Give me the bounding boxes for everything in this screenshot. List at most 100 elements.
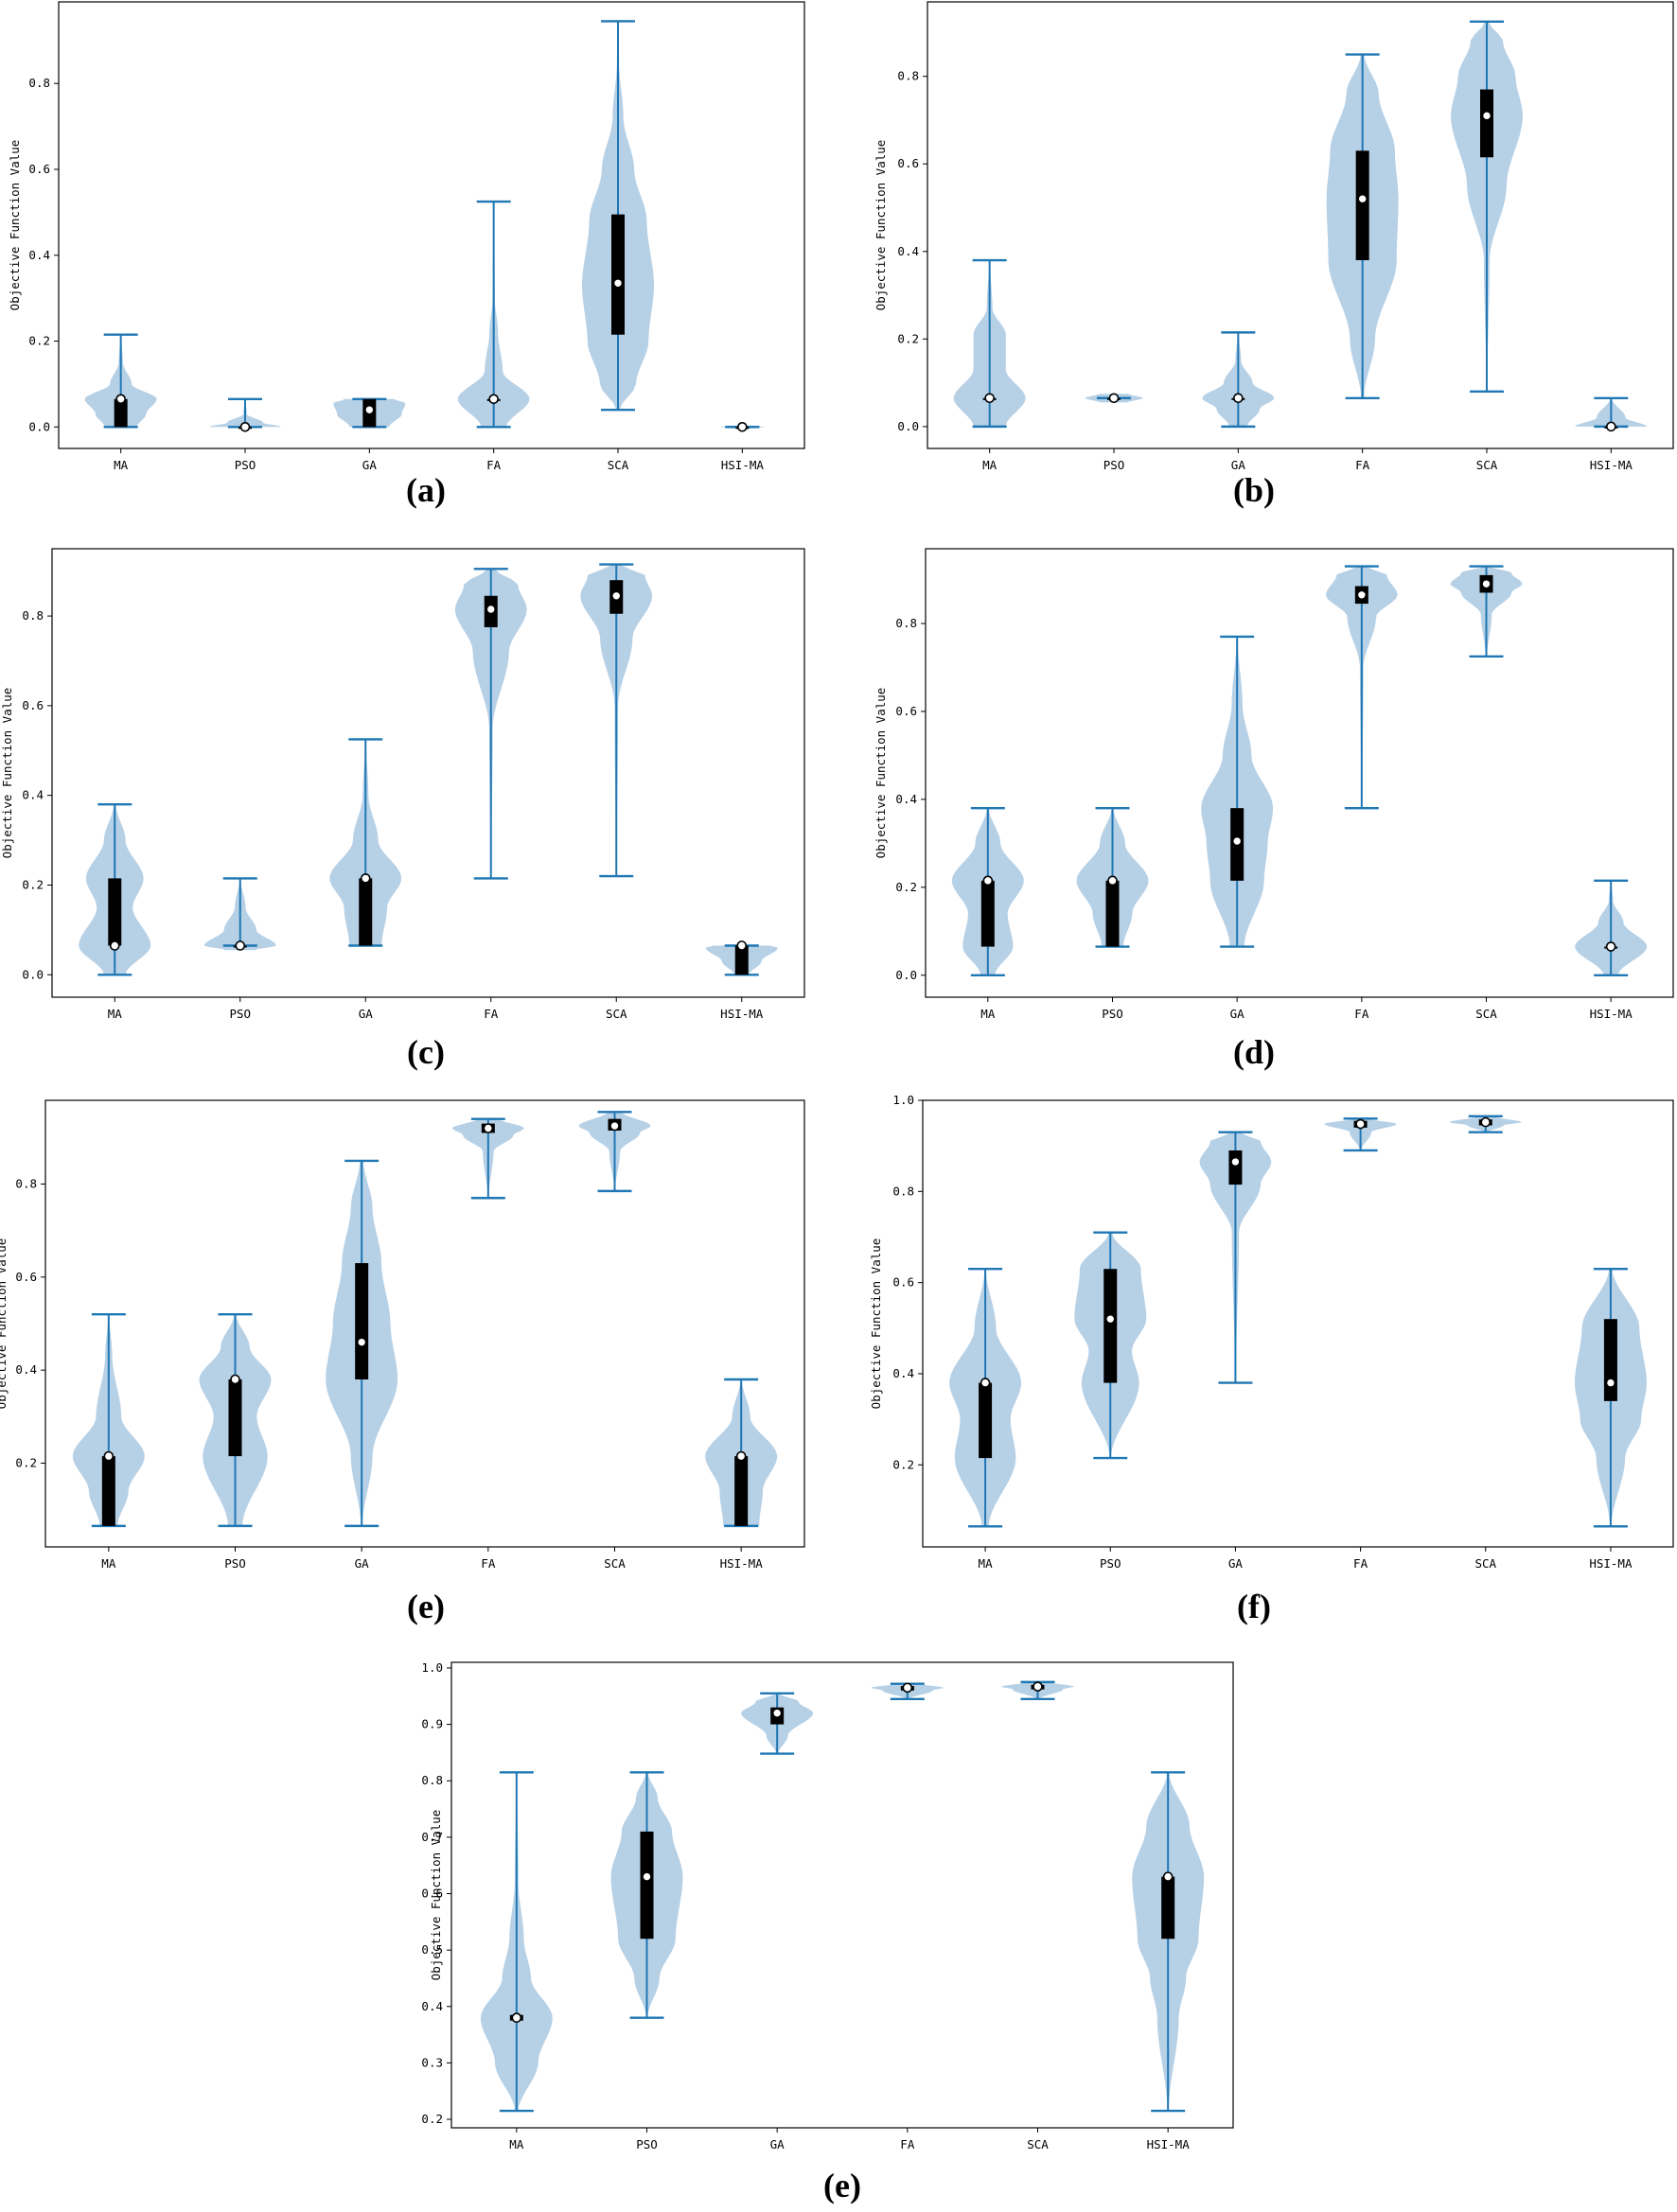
panel-caption: (b) [1233, 471, 1275, 509]
iqr-box [1161, 1876, 1175, 1940]
y-axis-title: Objective Function Value [0, 688, 14, 859]
median-marker [612, 277, 624, 289]
x-tick-label: GA [355, 1556, 370, 1571]
median-marker [1480, 1116, 1492, 1128]
y-tick-label: 0.4 [421, 1999, 443, 2013]
iqr-box [611, 214, 625, 335]
x-tick-label: MA [108, 1007, 123, 1021]
x-tick-label: SCA [1027, 2137, 1049, 2151]
median-marker [642, 1871, 652, 1882]
y-tick-label: 0.4 [22, 788, 44, 802]
y-tick-label: 0.4 [28, 248, 50, 262]
plot-frame [58, 1, 805, 449]
x-tick-label: HSI-MA [1147, 2137, 1191, 2151]
median-marker [1108, 393, 1120, 404]
x-tick-label: FA [484, 1007, 499, 1021]
x-tick-label: PSO [1102, 1007, 1123, 1021]
y-axis-title: Objective Function Value [869, 1238, 883, 1410]
y-tick-label: 0.4 [895, 792, 917, 806]
plot-frame [922, 1099, 1674, 1548]
y-tick-label: 1.0 [421, 1660, 443, 1675]
median-marker [980, 1378, 991, 1388]
x-tick-label: GA [1228, 1556, 1244, 1571]
y-tick-label: 0.8 [28, 76, 50, 90]
y-tick-label: 0.6 [15, 1270, 37, 1284]
iqr-box [1103, 1269, 1118, 1383]
iqr-box [1603, 1319, 1617, 1401]
median-marker [109, 940, 120, 951]
median-marker [235, 940, 246, 951]
y-tick-label: 0.2 [22, 878, 44, 892]
y-tick-label: 0.0 [22, 967, 44, 981]
y-tick-label: 0.2 [421, 2112, 443, 2126]
x-tick-label: FA [1354, 1007, 1369, 1021]
y-tick-label: 0.6 [895, 704, 917, 718]
iqr-box [355, 1263, 369, 1379]
x-tick-label: PSO [636, 2137, 658, 2151]
x-tick-label: MA [114, 458, 129, 472]
plot-frame [450, 1661, 1234, 2129]
x-tick-label: MA [509, 2137, 524, 2151]
x-tick-label: HSI-MA [1590, 458, 1633, 472]
x-tick-label: GA [1230, 1007, 1245, 1021]
iqr-box [108, 878, 122, 946]
median-marker [1481, 111, 1492, 121]
iqr-box [734, 1456, 749, 1526]
median-marker [356, 1337, 367, 1347]
median-marker [1356, 589, 1368, 601]
x-tick-label: MA [980, 1007, 996, 1021]
x-tick-label: GA [359, 1007, 374, 1021]
x-tick-label: SCA [1474, 1556, 1496, 1571]
median-marker [1605, 1378, 1616, 1388]
panel-caption: (d) [1233, 1033, 1275, 1071]
y-tick-label: 0.6 [28, 162, 50, 176]
y-tick-label: 0.2 [892, 1457, 914, 1471]
x-tick-label: HSI-MA [1590, 1007, 1633, 1021]
x-tick-label: HSI-MA [720, 1556, 764, 1571]
iqr-box [734, 945, 749, 975]
median-marker [485, 604, 497, 615]
y-tick-label: 0.3 [421, 2055, 443, 2069]
median-marker [771, 1708, 783, 1718]
x-tick-label: GA [770, 2137, 786, 2151]
y-tick-label: 0.6 [892, 1275, 914, 1290]
x-tick-label: FA [900, 2137, 915, 2151]
median-marker [609, 1120, 620, 1132]
y-tick-label: 0.8 [15, 1177, 37, 1191]
x-tick-label: FA [1353, 1556, 1368, 1571]
median-marker [1357, 193, 1368, 204]
panel-caption: (a) [406, 471, 446, 509]
plot-frame [927, 1, 1674, 449]
y-axis-title: Objective Function Value [429, 1810, 443, 1981]
median-marker [511, 2012, 522, 2024]
y-tick-label: 0.2 [15, 1456, 37, 1470]
plot-frame [51, 548, 805, 998]
y-tick-label: 1.0 [892, 1093, 914, 1107]
y-tick-label: 0.8 [897, 69, 919, 83]
median-marker [902, 1682, 913, 1694]
iqr-box [228, 1379, 242, 1457]
x-tick-label: FA [1355, 458, 1370, 472]
x-tick-label: GA [362, 458, 378, 472]
median-marker [239, 422, 251, 432]
x-tick-label: MA [982, 458, 997, 472]
y-tick-label: 0.4 [897, 244, 919, 258]
panel-e: 0.2 0.4 0.6 0.8 Objective Function Value MA PS… [0, 1099, 805, 1625]
x-tick-label: HSI-MA [720, 1007, 764, 1021]
iqr-box [1480, 89, 1493, 158]
median-marker [115, 394, 126, 405]
median-marker [1481, 578, 1492, 589]
median-marker [984, 393, 995, 404]
y-axis-title: Objective Function Value [874, 140, 888, 311]
median-marker [1605, 941, 1616, 952]
y-tick-label: 0.4 [892, 1366, 914, 1380]
y-tick-label: 0.8 [421, 1773, 443, 1787]
x-tick-label: PSO [224, 1556, 246, 1571]
median-marker [364, 404, 375, 415]
panel-a: 0.0 0.2 0.4 0.6 0.8 Objective Function Value M… [8, 1, 805, 509]
median-marker [488, 394, 499, 405]
y-axis-title: Objective Function Value [0, 1238, 9, 1410]
x-tick-label: PSO [229, 1007, 251, 1021]
y-axis-title: Objective Function Value [874, 688, 888, 859]
